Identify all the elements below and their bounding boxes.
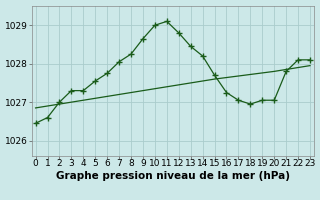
X-axis label: Graphe pression niveau de la mer (hPa): Graphe pression niveau de la mer (hPa)	[56, 171, 290, 181]
